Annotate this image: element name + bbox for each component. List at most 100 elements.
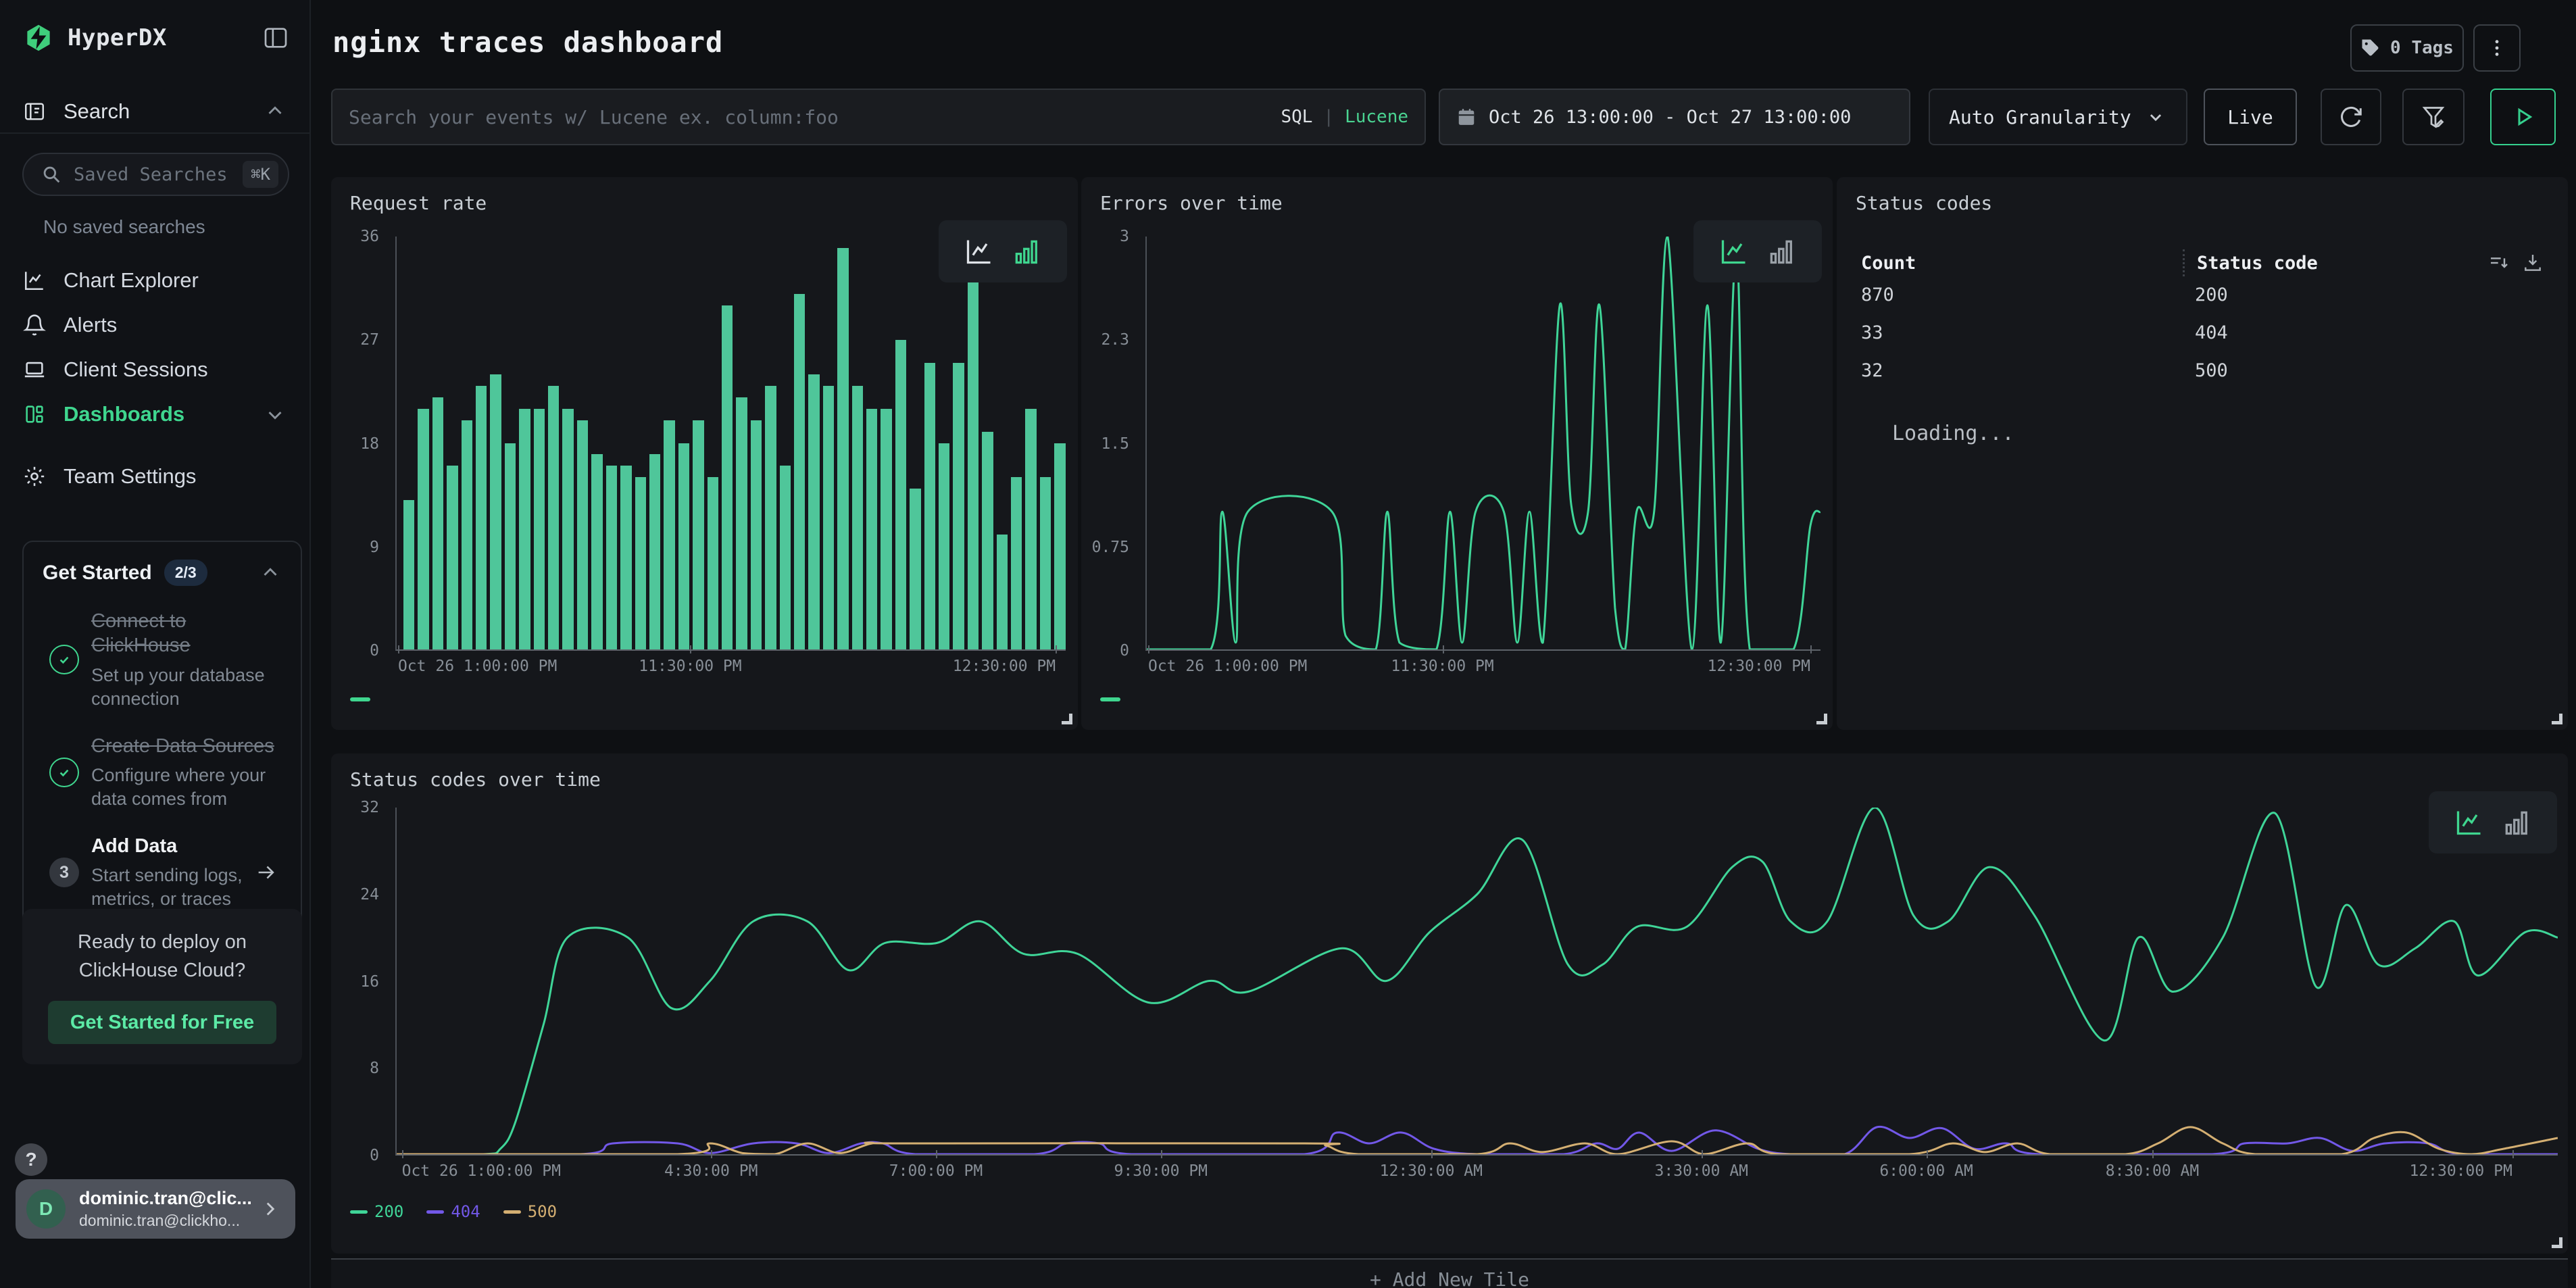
table-row[interactable]: 32 500	[1861, 354, 2544, 387]
bar	[707, 477, 718, 649]
nav-label: Alerts	[64, 313, 118, 337]
bar	[576, 420, 589, 649]
sort-rows-icon[interactable]	[2488, 252, 2510, 274]
get-started-step-1[interactable]: Connect to ClickHouse Set up your databa…	[43, 609, 282, 711]
line-chart-icon[interactable]	[964, 237, 994, 266]
panel-resize-handle[interactable]	[2552, 714, 2562, 724]
y-tick-label: 0	[370, 642, 379, 660]
sidebar-item-chart-explorer[interactable]: Chart Explorer	[0, 258, 309, 303]
panel-resize-handle[interactable]	[2552, 1237, 2562, 1248]
sidebar-collapse-icon[interactable]	[262, 24, 289, 51]
get-started-step-3[interactable]: 3 Add Data Start sending logs, metrics, …	[43, 834, 282, 911]
y-tick-label: 3	[1120, 228, 1129, 245]
chart-type-toggle	[1693, 220, 1822, 282]
bar	[504, 443, 516, 649]
series-errors	[1147, 237, 1820, 649]
sql-mode-toggle[interactable]: SQL	[1281, 107, 1313, 127]
bar	[678, 443, 690, 649]
sidebar-item-alerts[interactable]: Alerts	[0, 303, 309, 347]
bar	[765, 385, 776, 649]
panel-title: Errors over time	[1100, 192, 1283, 214]
get-started-step-2[interactable]: Create Data Sources Configure where your…	[43, 734, 282, 811]
download-icon[interactable]	[2522, 252, 2544, 274]
bar	[403, 500, 415, 649]
granularity-select[interactable]: Auto Granularity	[1929, 89, 2187, 145]
date-range-input[interactable]: Oct 26 13:00:00 - Oct 27 13:00:00	[1439, 89, 1910, 145]
column-header-count[interactable]: Count	[1861, 252, 1916, 274]
loading-indicator: Loading...	[1892, 422, 2014, 445]
cell-count: 32	[1861, 360, 1883, 381]
column-header-status-code[interactable]: Status code	[2197, 252, 2318, 274]
bar	[939, 443, 950, 649]
legend-item-404[interactable]: 404	[426, 1202, 480, 1221]
sidebar-item-team-settings[interactable]: Team Settings	[0, 454, 309, 499]
sidebar-item-client-sessions[interactable]: Client Sessions	[0, 347, 309, 392]
bar	[721, 305, 733, 649]
bar	[924, 362, 936, 649]
add-new-tile-button[interactable]: + Add New Tile	[331, 1258, 2568, 1288]
panel-resize-handle[interactable]	[1816, 714, 1827, 724]
legend-item-200[interactable]: 200	[350, 1202, 403, 1221]
saved-searches-input[interactable]: Saved Searches ⌘K	[22, 153, 289, 196]
panel-request-rate: Request rate 36 27 18 9 0 Oct 26 1:00:00 PM 1…	[331, 177, 1078, 730]
layout-columns-icon	[26, 405, 43, 423]
reader-icon	[25, 103, 44, 120]
nav-label: Dashboards	[64, 402, 185, 426]
cell-count: 33	[1861, 322, 1883, 343]
bar	[548, 385, 560, 649]
bar	[996, 535, 1008, 649]
y-tick-label: 0.75	[1091, 538, 1129, 556]
sidebar-item-dashboards[interactable]: Dashboards	[0, 392, 309, 437]
chevron-up-icon[interactable]	[259, 562, 282, 585]
chart-legend: 200 404 500	[350, 1202, 557, 1221]
x-tick-label: Oct 26 1:00:00 PM	[401, 1162, 561, 1180]
bar-chart-icon[interactable]	[1766, 237, 1796, 266]
user-menu[interactable]: D dominic.tran@clic... dominic.tran@clic…	[16, 1179, 295, 1239]
y-tick-label: 1.5	[1101, 435, 1129, 453]
sidebar: HyperDX Search Saved Searches ⌘K No save…	[0, 0, 311, 1288]
search-section-label: Search	[64, 99, 130, 123]
bar	[490, 374, 501, 649]
line-chart-icon[interactable]	[1719, 237, 1749, 266]
hyperdx-logo-icon	[27, 24, 50, 51]
user-email: dominic.tran@clickho...	[79, 1212, 241, 1229]
bar	[664, 420, 675, 649]
series-500	[397, 1127, 2558, 1154]
get-started-title: Get Started	[43, 561, 152, 584]
x-tick-label: 3:30:00 AM	[1654, 1162, 1749, 1180]
get-started-free-button[interactable]: Get Started for Free	[48, 1001, 276, 1045]
bar	[519, 408, 530, 649]
date-range-value: Oct 26 13:00:00 - Oct 27 13:00:00	[1489, 106, 1852, 128]
column-resize-handle[interactable]	[2183, 249, 2185, 276]
help-button[interactable]: ?	[15, 1143, 47, 1176]
panel-menu-button[interactable]	[2473, 24, 2521, 72]
run-query-button[interactable]	[2490, 89, 2556, 145]
panel-resize-handle[interactable]	[1062, 714, 1072, 724]
check-circle-icon	[49, 757, 79, 787]
line-chart-icon[interactable]	[2454, 808, 2484, 837]
live-button[interactable]: Live	[2204, 89, 2297, 145]
sidebar-section-search[interactable]: Search	[0, 91, 309, 134]
lucene-mode-toggle[interactable]: Lucene	[1345, 107, 1408, 127]
bar-chart-icon[interactable]	[2502, 808, 2531, 837]
filter-button[interactable]	[2402, 89, 2464, 145]
bar	[750, 420, 762, 649]
refresh-button[interactable]	[2321, 89, 2381, 145]
event-search-input[interactable]: Search your events w/ Lucene ex. column:…	[331, 89, 1426, 145]
event-search-placeholder: Search your events w/ Lucene ex. column:…	[349, 105, 839, 128]
table-row[interactable]: 33 404	[1861, 316, 2544, 349]
play-icon	[2518, 107, 2532, 126]
user-name: dominic.tran@clic...	[79, 1188, 252, 1208]
bar	[881, 408, 892, 649]
line-series	[397, 808, 2558, 1154]
tags-button[interactable]: 0 Tags	[2350, 24, 2464, 72]
table-row[interactable]: 870 200	[1861, 278, 2544, 311]
x-tick-label: 12:30:00 PM	[952, 658, 1056, 675]
cell-count: 870	[1861, 284, 1894, 305]
bar-chart-icon[interactable]	[1012, 237, 1041, 266]
bar	[605, 466, 618, 649]
bar	[967, 270, 979, 649]
bell-icon	[23, 314, 46, 336]
legend-item-500[interactable]: 500	[503, 1202, 557, 1221]
bar	[851, 385, 863, 649]
